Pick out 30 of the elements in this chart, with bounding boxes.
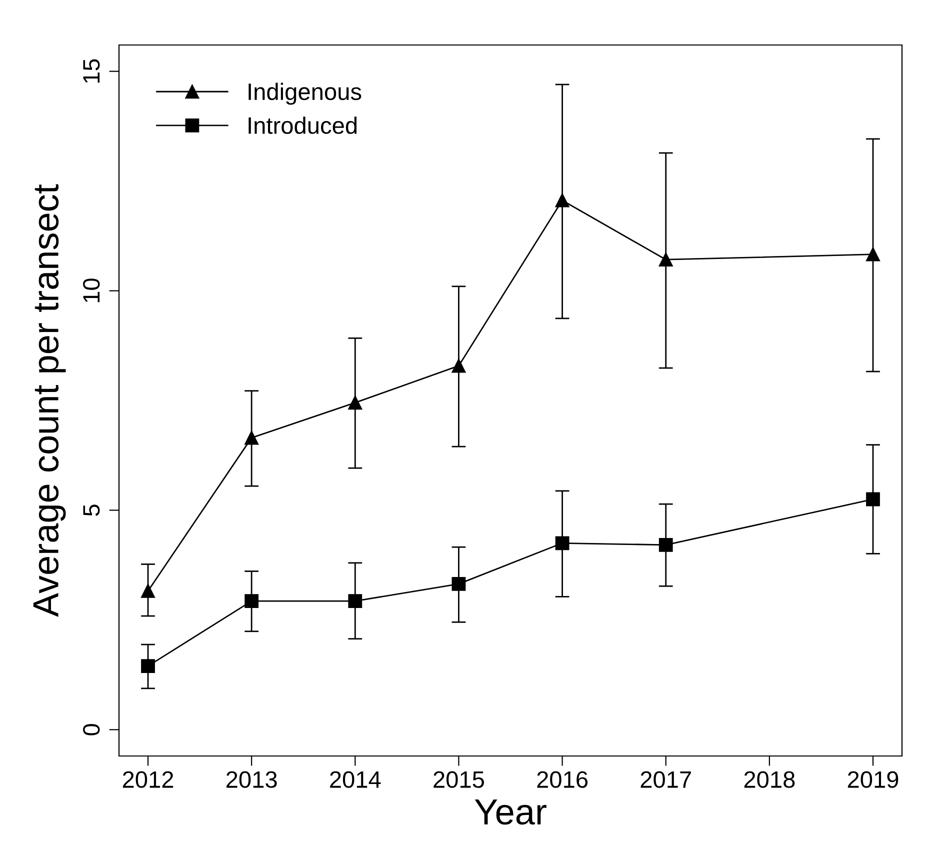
point bbox=[141, 584, 155, 598]
legend-label: Introduced bbox=[248, 116, 357, 134]
x-tick-label: 2012 bbox=[122, 771, 174, 788]
point bbox=[555, 536, 570, 550]
y-axis-title: Average count per transect bbox=[33, 184, 66, 617]
x-tick-label: 2015 bbox=[434, 771, 484, 788]
legend-label: Indigenous bbox=[248, 82, 362, 105]
point bbox=[866, 492, 880, 506]
point bbox=[348, 396, 362, 410]
x-tick-label: 2013 bbox=[226, 771, 277, 788]
x-tick-label: 2017 bbox=[640, 771, 691, 788]
y-tick-label: 10 bbox=[83, 278, 100, 302]
point bbox=[555, 193, 570, 208]
point bbox=[452, 577, 466, 591]
point bbox=[244, 594, 259, 608]
x-tick-label: 2019 bbox=[848, 771, 898, 788]
x-tick-label: 2014 bbox=[330, 771, 381, 788]
point bbox=[866, 247, 880, 262]
point bbox=[244, 430, 259, 445]
point bbox=[452, 358, 466, 373]
y-tick-label: 15 bbox=[83, 59, 100, 83]
x-axis-title: Year bbox=[474, 799, 546, 825]
point bbox=[348, 594, 362, 608]
y-tick-label: 5 bbox=[83, 504, 100, 516]
x-tick-label: 2018 bbox=[744, 771, 795, 788]
x-tick-label: 2016 bbox=[537, 771, 588, 788]
point bbox=[141, 659, 155, 673]
point bbox=[658, 538, 673, 552]
point bbox=[658, 252, 673, 267]
y-tick-label: 0 bbox=[83, 724, 100, 736]
